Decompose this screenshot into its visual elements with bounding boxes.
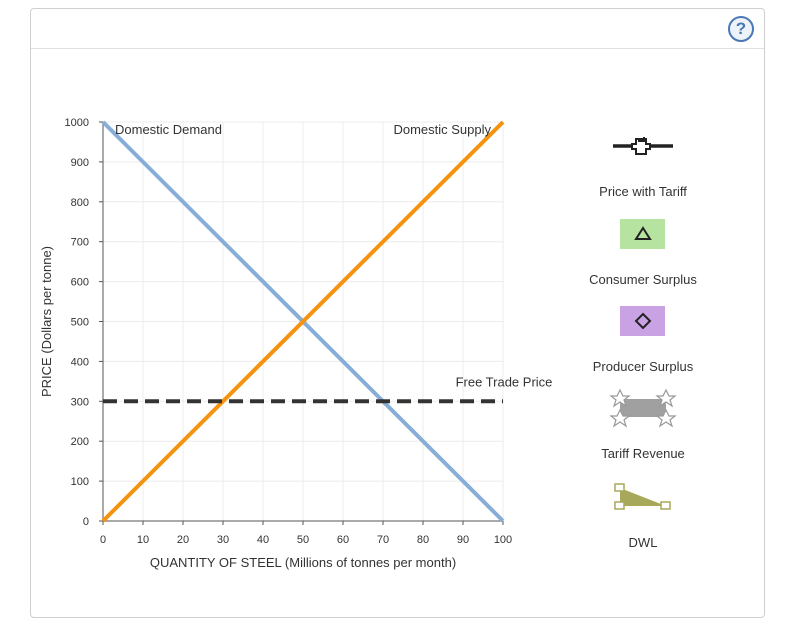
x-tick-label: 70 xyxy=(377,534,389,546)
grey-star-area-icon[interactable] xyxy=(609,388,677,428)
chart-tick-labels: 0 10 20 30 40 50 60 70 80 90 100010020030040050060… xyxy=(65,117,513,546)
legend-label-price-with-tariff: Price with Tariff xyxy=(599,184,687,199)
x-tick-label: 20 xyxy=(177,534,189,546)
supply-curve xyxy=(101,120,505,523)
x-tick-label: 50 xyxy=(297,534,309,546)
x-tick-label: 90 xyxy=(457,534,469,546)
legend-label-producer-surplus: Producer Surplus xyxy=(593,359,694,374)
help-button[interactable]: ? xyxy=(728,16,754,42)
chart-axes xyxy=(99,121,504,525)
x-tick-label: 0 xyxy=(100,534,106,546)
y-tick-label: 700 xyxy=(71,237,89,249)
y-tick-label: 800 xyxy=(71,197,89,209)
legend-label-dwl: DWL xyxy=(629,535,658,550)
y-tick-label: 200 xyxy=(71,436,89,448)
olive-triangle-area-icon[interactable] xyxy=(614,483,671,510)
y-tick-label: 0 xyxy=(83,516,89,528)
legend-label-consumer-surplus: Consumer Surplus xyxy=(589,272,697,287)
legend-label-tariff-revenue: Tariff Revenue xyxy=(601,446,685,461)
x-tick-label: 100 xyxy=(494,534,512,546)
y-tick-label: 900 xyxy=(71,157,89,169)
green-triangle-area-icon[interactable] xyxy=(620,219,665,249)
x-tick-label: 10 xyxy=(137,534,149,546)
free-trade-price-label: Free Trade Price xyxy=(456,374,553,389)
y-tick-label: 100 xyxy=(71,476,89,488)
y-tick-label: 600 xyxy=(71,277,89,289)
x-tick-label: 80 xyxy=(417,534,429,546)
chart-series xyxy=(101,120,505,523)
purple-diamond-area-icon[interactable] xyxy=(620,306,665,336)
x-tick-label: 30 xyxy=(217,534,229,546)
panel-header: ? xyxy=(31,9,764,49)
y-axis-title: PRICE (Dollars per tonne) xyxy=(39,246,54,397)
black-line-cross-marker-icon[interactable] xyxy=(613,137,673,155)
x-axis-title: QUANTITY OF STEEL (Millions of tonnes pe… xyxy=(150,555,456,570)
y-tick-label: 1000 xyxy=(65,117,89,129)
y-tick-label: 400 xyxy=(71,356,89,368)
y-tick-label: 300 xyxy=(71,396,89,408)
demand-curve-label: Domestic Demand xyxy=(115,122,222,137)
chart-grid xyxy=(102,121,504,522)
legend: Price with Tariff Consumer Surplus Produ… xyxy=(589,137,697,550)
x-tick-label: 60 xyxy=(337,534,349,546)
x-tick-label: 40 xyxy=(257,534,269,546)
supply-curve-label: Domestic Supply xyxy=(393,122,491,137)
y-tick-label: 500 xyxy=(71,317,89,329)
